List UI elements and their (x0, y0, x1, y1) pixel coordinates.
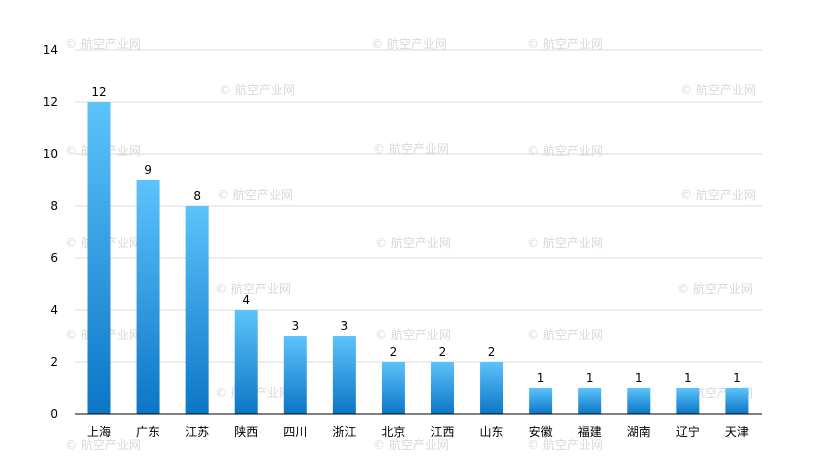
data-label: 8 (193, 189, 201, 203)
data-label: 12 (91, 85, 106, 99)
watermark-text: © 航空产业网 (219, 82, 295, 97)
x-tick-label: 安徽 (529, 424, 553, 439)
watermark-text: © 航空产业网 (373, 437, 449, 452)
x-tick-label: 陕西 (234, 424, 258, 439)
bar (529, 388, 553, 414)
data-label: 4 (242, 293, 250, 307)
bar (136, 180, 160, 414)
bar (430, 362, 454, 414)
data-label: 1 (537, 371, 545, 385)
bar (480, 362, 504, 414)
data-label: 1 (635, 371, 643, 385)
data-label: 2 (439, 345, 447, 359)
x-tick-label: 福建 (578, 424, 602, 439)
watermark-text: © 航空产业网 (527, 143, 603, 158)
bar (283, 336, 307, 414)
bar (676, 388, 700, 414)
bars: 12 9 8 4 3 3 2 2 2 1 1 1 1 1 (87, 85, 749, 414)
data-label: 9 (144, 163, 152, 177)
watermark-text: © 航空产业网 (217, 187, 293, 202)
gridlines (75, 49, 762, 363)
watermarks: © 航空产业网 © 航空产业网 © 航空产业网 © 航空产业网 © 航空产业网 © 航空产… (65, 36, 756, 452)
watermark-text: © 航空产业网 (371, 36, 447, 51)
x-tick-label: 山东 (480, 425, 504, 439)
bar (234, 310, 258, 414)
watermark-text: © 航空产业网 (680, 187, 756, 202)
y-tick-label: 10 (43, 147, 58, 161)
watermark-text: © 航空产业网 (527, 235, 603, 250)
data-label: 3 (291, 319, 299, 333)
bar (332, 336, 356, 414)
watermark-text: © 航空产业网 (373, 141, 449, 156)
data-label: 1 (586, 371, 594, 385)
bar (87, 102, 111, 414)
y-tick-label: 2 (50, 355, 58, 369)
data-label: 2 (390, 345, 398, 359)
watermark-text: © 航空产业网 (680, 82, 756, 97)
watermark-text: © 航空产业网 (65, 36, 141, 51)
x-tick-label: 北京 (381, 425, 405, 439)
x-tick-label: 广东 (136, 425, 160, 439)
watermark-text: © 航空产业网 (677, 281, 753, 296)
bar (578, 388, 602, 414)
bar (725, 388, 749, 414)
y-tick-label: 8 (50, 199, 58, 213)
bar (381, 362, 405, 414)
y-tick-label: 6 (50, 251, 58, 265)
watermark-text: © 航空产业网 (375, 235, 451, 250)
y-tick-label: 0 (50, 407, 58, 421)
x-tick-label: 天津 (725, 425, 749, 439)
data-label: 1 (684, 371, 692, 385)
watermark-text: © 航空产业网 (527, 437, 603, 452)
data-label: 2 (488, 345, 496, 359)
watermark-text: © 航空产业网 (527, 327, 603, 342)
watermark-text: © 航空产业网 (527, 36, 603, 51)
watermark-text: © 航空产业网 (375, 327, 451, 342)
x-tick-label: 上海 (87, 424, 111, 439)
x-tick-label: 江苏 (185, 425, 209, 439)
y-tick-label: 4 (50, 303, 58, 317)
data-label: 3 (341, 319, 349, 333)
x-tick-label: 四川 (283, 425, 307, 439)
x-tick-label: 浙江 (332, 425, 356, 439)
watermark-text: © 航空产业网 (215, 281, 291, 296)
data-label: 1 (733, 371, 741, 385)
y-tick-label: 12 (43, 95, 58, 109)
x-tick-label: 江西 (430, 425, 454, 439)
x-tick-label: 湖南 (627, 424, 651, 439)
y-tick-label: 14 (43, 43, 58, 57)
bar (627, 388, 651, 414)
x-tick-label: 辽宁 (676, 424, 700, 439)
watermark-text: © 航空产业网 (65, 437, 141, 452)
bar (185, 206, 209, 414)
